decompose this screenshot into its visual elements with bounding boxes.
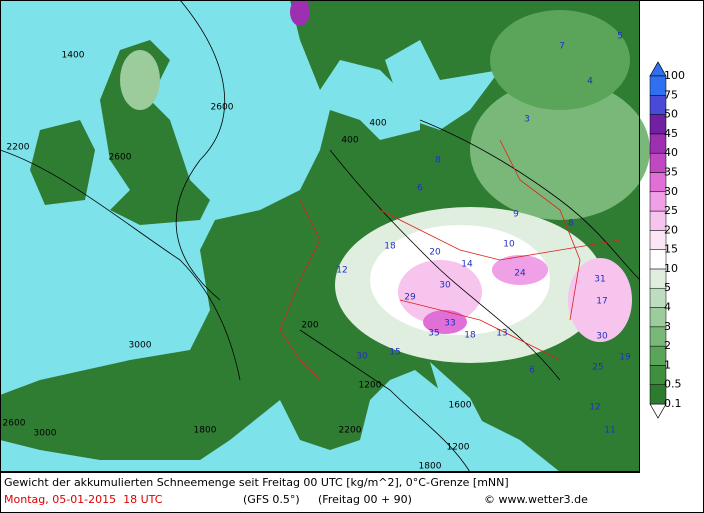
contour-label: 1200 (447, 443, 470, 453)
border (279, 199, 321, 381)
contour-line (175, 0, 226, 301)
contour-line (0, 149, 241, 381)
map-labels: 20 24 29 30 33 35 31 30 18 18 14 12 13 10 9 8 7 5 4 3 17 19 25… (3, 32, 631, 472)
border (499, 139, 581, 321)
contour-label: 1800 (194, 426, 217, 436)
legend-label: 20 (664, 223, 678, 236)
legend-swatch (649, 75, 667, 96)
contour-label: 2600 (109, 153, 132, 163)
border (379, 209, 621, 261)
legend-label: 0.1 (664, 397, 682, 410)
snow-label: 30 (439, 281, 451, 291)
legend-label: 35 (664, 165, 678, 178)
legend-label: 100 (664, 69, 685, 82)
adriatic-sea (430, 362, 492, 440)
snow-area (398, 260, 482, 324)
contour-label: 3000 (129, 341, 152, 351)
snow-label: 24 (514, 269, 526, 279)
snow-label: 18 (464, 331, 476, 341)
legend-label: 45 (664, 127, 678, 140)
legend-label: 10 (664, 262, 678, 275)
contour-label: 1200 (359, 381, 382, 391)
contour-label: 2600 (3, 419, 26, 429)
contour-label: 3000 (34, 429, 57, 439)
contour-label: 1400 (62, 51, 85, 61)
ireland (30, 120, 95, 205)
snow-label: 12 (589, 403, 600, 413)
contour-line (299, 329, 471, 473)
snow-label: 10 (503, 240, 515, 250)
contour-label: 400 (369, 119, 386, 129)
snow-label: 9 (513, 210, 519, 220)
snow-area (423, 310, 467, 334)
baltic-sea (385, 40, 500, 130)
snow-label: 13 (496, 329, 507, 339)
contour-label: 200 (301, 321, 318, 331)
snow-label: 25 (592, 363, 603, 373)
legend-label: 30 (664, 185, 678, 198)
model: (GFS 0.5°) (243, 493, 300, 506)
contour-label: 2200 (7, 143, 30, 153)
legend-label: 2 (664, 339, 671, 352)
contour-label: 400 (341, 136, 358, 146)
contour-label: 2200 (339, 426, 362, 436)
snow-label: 29 (404, 293, 416, 303)
snow-label: 18 (384, 242, 396, 252)
legend-label: 15 (664, 243, 678, 256)
snow-area (568, 258, 632, 342)
snow-label: 30 (356, 352, 368, 362)
snow-label: 6 (529, 366, 535, 376)
borders (279, 139, 621, 381)
contour-label: 2600 (211, 103, 234, 113)
snow-label: 5 (617, 32, 623, 42)
snow-label: 7 (559, 42, 565, 52)
border (399, 299, 561, 361)
snow-label: 30 (596, 332, 608, 342)
contour-line (329, 149, 561, 381)
snow-label: 17 (596, 297, 607, 307)
legend-label: 75 (664, 88, 678, 101)
snow-label: 33 (444, 319, 455, 329)
legend-label: 25 (664, 204, 678, 217)
snow-label: 15 (389, 348, 400, 358)
legend-label: 1 (664, 358, 671, 371)
legend-label: 50 (664, 108, 678, 121)
contour-label: 1600 (449, 401, 472, 411)
contour-line (419, 119, 641, 281)
contours (0, 0, 641, 473)
snow-label: 12 (336, 266, 347, 276)
snow-area (470, 80, 650, 220)
snow-area (492, 255, 548, 285)
snow-area (290, 0, 310, 26)
contour-label: 1800 (419, 462, 442, 472)
snow-label: 11 (604, 426, 615, 436)
legend-label: 3 (664, 320, 671, 333)
snow-label: 3 (524, 115, 530, 125)
snow-label: 8 (435, 156, 441, 166)
snow-label: 20 (429, 248, 441, 258)
snow-label: 8 (568, 219, 574, 229)
caption-title: Gewicht der akkumulierten Schneemenge se… (4, 476, 509, 489)
legend-label: 4 (664, 301, 671, 314)
map: 20 24 29 30 33 35 31 30 18 18 14 12 13 10 9 8 7 5 4 3 17 19 25… (0, 0, 650, 473)
legend-label: 5 (664, 281, 671, 294)
legend-label: 0.5 (664, 378, 682, 391)
legend-label: 40 (664, 146, 678, 159)
snow-label: 31 (594, 275, 605, 285)
snow-label: 4 (587, 77, 593, 87)
snow-area (490, 10, 630, 110)
credit: © www.wetter3.de (484, 493, 588, 506)
valid-time: Montag, 05-01-2015 18 UTC (4, 493, 163, 506)
snow-label: 35 (428, 329, 439, 339)
snow-label: 19 (619, 353, 631, 363)
run: (Freitag 00 + 90) (318, 493, 412, 506)
snow-label: 6 (417, 184, 423, 194)
snow-label: 14 (461, 260, 473, 270)
snow-area (120, 50, 160, 110)
